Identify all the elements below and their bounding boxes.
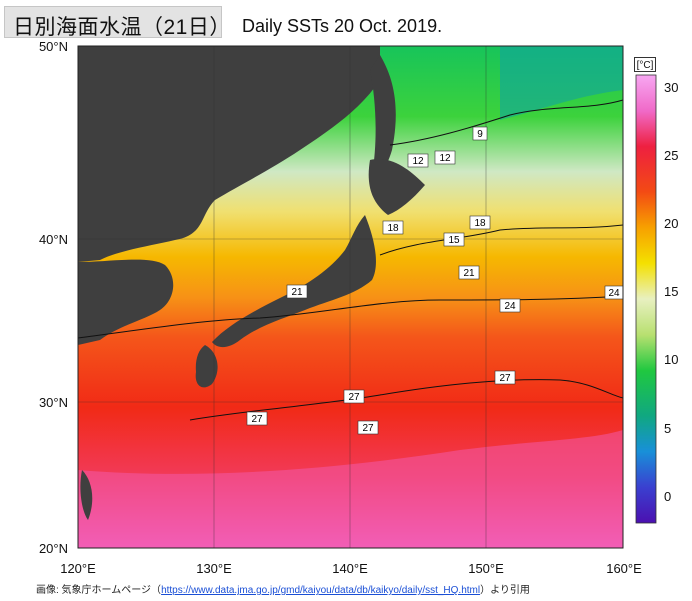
contour-label: 12 <box>407 153 429 168</box>
badge-title: 日別海面水温（21日） <box>13 16 231 39</box>
hokkaido-island <box>368 159 425 215</box>
korea-china-coast <box>78 259 174 345</box>
lon-label: 160°E <box>606 561 642 576</box>
contour-label: 24 <box>499 298 521 313</box>
svg-text:9: 9 <box>477 129 483 140</box>
contour-label: 27 <box>357 420 379 435</box>
source-link[interactable]: https://www.data.jma.go.jp/gmd/kaiyou/da… <box>161 585 481 596</box>
credit-suffix: ）より引用 <box>480 585 530 596</box>
colorbar-tick: 10 <box>664 352 679 367</box>
lat-label: 20°N <box>38 541 68 556</box>
colorbar-tick: 25 <box>664 148 679 163</box>
svg-text:27: 27 <box>499 373 511 384</box>
svg-text:18: 18 <box>387 223 399 234</box>
contour-label: 15 <box>443 232 465 247</box>
sakhalin-island <box>370 55 396 177</box>
taiwan-island <box>80 470 93 520</box>
lat-label: 30°N <box>38 395 68 410</box>
colorbar-tick: 0 <box>664 489 672 504</box>
svg-text:21: 21 <box>291 287 303 298</box>
svg-text:27: 27 <box>251 414 263 425</box>
svg-text:24: 24 <box>504 301 516 312</box>
honshu-island <box>212 215 376 348</box>
contour-label: 27 <box>246 411 268 426</box>
cold-water-patch <box>500 46 623 120</box>
colorbar-tick: 30 <box>664 80 679 95</box>
svg-text:12: 12 <box>439 153 451 164</box>
lat-label: 50°N <box>38 39 68 54</box>
contour-label: 12 <box>434 150 456 165</box>
svg-text:18: 18 <box>474 218 486 229</box>
contour-label: 18 <box>469 215 491 230</box>
lon-label: 150°E <box>468 561 504 576</box>
colorbar <box>635 74 657 524</box>
date-badge: 日別海面水温（21日） <box>4 6 230 39</box>
map-title: Daily SSTs 20 Oct. 2019. <box>242 16 443 36</box>
contour-label: 24 <box>604 285 624 300</box>
colorbar-unit: [°C] <box>634 57 656 72</box>
lon-label: 120°E <box>60 561 96 576</box>
svg-text:27: 27 <box>362 423 374 434</box>
lat-label: 40°N <box>38 232 68 247</box>
colorbar-tick: 15 <box>664 284 679 299</box>
isotherms <box>77 99 624 421</box>
contour-label: 27 <box>494 370 516 385</box>
contour-labels: 9 12 12 18 18 15 21 21 24 24 27 27 27 27 <box>246 126 624 435</box>
contour-label: 21 <box>286 284 308 299</box>
contour-label: 18 <box>382 220 404 235</box>
svg-text:15: 15 <box>448 235 460 246</box>
map-frame <box>77 45 624 549</box>
svg-text:24: 24 <box>608 288 620 299</box>
credit-prefix: 画像: 気象庁ホームページ（ <box>36 585 162 596</box>
colorbar-tick: 5 <box>664 421 672 436</box>
svg-text:12: 12 <box>412 156 424 167</box>
contour-label: 27 <box>343 389 365 404</box>
asia-continent <box>78 46 380 262</box>
colorbar-tick: 20 <box>664 216 679 231</box>
svg-text:21: 21 <box>463 268 475 279</box>
lon-label: 130°E <box>196 561 232 576</box>
lon-label: 140°E <box>332 561 368 576</box>
contour-label: 21 <box>458 265 480 280</box>
contour-label: 9 <box>472 126 488 141</box>
image-credit: 画像: 気象庁ホームページ（https://www.data.jma.go.jp… <box>36 581 530 596</box>
kyushu-island <box>195 345 218 388</box>
svg-text:27: 27 <box>348 392 360 403</box>
